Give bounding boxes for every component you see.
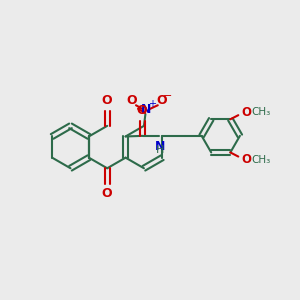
- Text: O: O: [242, 106, 252, 119]
- Text: O: O: [136, 104, 147, 117]
- Text: CH₃: CH₃: [252, 154, 271, 164]
- Text: CH₃: CH₃: [252, 107, 271, 117]
- Text: O: O: [101, 188, 112, 200]
- Text: N: N: [141, 103, 151, 116]
- Text: N: N: [154, 140, 165, 153]
- Text: O: O: [101, 94, 112, 107]
- Text: O: O: [242, 153, 252, 166]
- Text: +: +: [148, 99, 156, 109]
- Text: O: O: [127, 94, 137, 107]
- Text: O: O: [157, 94, 167, 107]
- Text: H: H: [155, 145, 164, 155]
- Text: −: −: [163, 91, 172, 101]
